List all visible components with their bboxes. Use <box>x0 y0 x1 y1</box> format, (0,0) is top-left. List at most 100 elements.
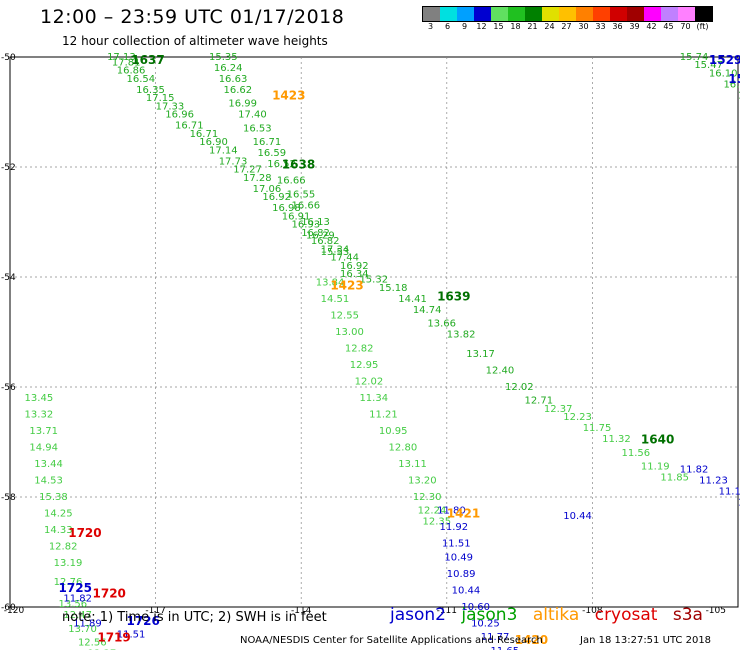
wave-height-value: 16.90 <box>199 137 228 148</box>
wave-height-value: 11.21 <box>369 409 398 420</box>
wave-height-value: 13.20 <box>408 475 437 486</box>
wave-height-value: 10.61 <box>738 497 740 508</box>
track-jason3-1720: 13.45 13.32 13.71 14.94 13.44 14.53 15.38 14.25… <box>25 393 83 569</box>
pass-id-label: 1421 <box>447 507 480 521</box>
pass-id-label: 1725 <box>59 581 92 595</box>
wave-height-value: 13.45 <box>25 393 54 404</box>
wave-height-value: 13.71 <box>29 426 58 437</box>
wave-height-value: 11.65 <box>490 646 519 650</box>
pass-id-labels: 1637142316381423163914211640152915317201… <box>59 53 740 647</box>
colorbar-label: 27 <box>561 22 572 31</box>
colorbar-label: 36 <box>612 22 623 31</box>
wave-height-value: 15.53 <box>321 247 350 258</box>
wave-height-value: 11.77 <box>481 632 510 643</box>
pass-id-label: 1420 <box>515 633 548 647</box>
wave-height-value: 12.55 <box>330 310 359 321</box>
wave-height-value: 11.32 <box>602 434 631 445</box>
wave-height-value: 12.80 <box>389 442 418 453</box>
wave-height-value: 17.06 <box>253 184 282 195</box>
legend-jason2: jason2 <box>390 605 446 625</box>
track-jason3-1638: 13.84 14.51 12.55 13.00 12.82 12.95 12.02 11.34… <box>316 277 451 527</box>
pass-id-label: 1640 <box>641 432 674 446</box>
grid-lines <box>10 57 738 607</box>
wave-height-value: 11.75 <box>583 423 612 434</box>
wave-height-value: 11.80 <box>437 506 466 517</box>
pass-id-label: 1720 <box>68 526 101 540</box>
wave-height-value: 12.24 <box>418 506 447 517</box>
wave-height-value: 15.32 <box>359 275 388 286</box>
wave-height-value: 11.14 <box>719 486 740 497</box>
wave-height-value: 17.27 <box>233 165 262 176</box>
wave-height-value: 11.19 <box>641 462 670 473</box>
colorbar-label: 70 <box>680 22 691 31</box>
units-note: note: 1) Time is in UTC; 2) SWH is in fe… <box>62 610 327 625</box>
wave-height-value: 17.40 <box>238 110 267 121</box>
wave-height-value: 12.82 <box>345 343 374 354</box>
latitude-tick-label: -54 <box>1 273 16 283</box>
wave-height-value: 16.35 <box>136 85 165 96</box>
wave-height-value: 12.35 <box>423 517 452 528</box>
wave-height-value: 17.33 <box>156 101 185 112</box>
satellite-legend: jason2 jason3 altika cryosat s3a <box>390 605 713 625</box>
wave-height-value: 10.25 <box>471 618 500 629</box>
latitude-tick-label: -52 <box>1 163 16 173</box>
colorbar-swatch <box>661 7 678 21</box>
colorbar-swatch <box>695 7 712 21</box>
wave-height-value: 17.44 <box>330 253 359 264</box>
colorbar-label: 21 <box>527 22 538 31</box>
wave-height-value: 17.34 <box>321 244 350 255</box>
track-jason2-1725: 11.82 11.89 <box>63 594 101 630</box>
colorbar-swatch <box>644 7 661 21</box>
wave-height-value: 11.82 <box>63 594 92 605</box>
longitude-tick-label: -120 <box>4 606 25 616</box>
colorbar-swatch <box>593 7 610 21</box>
colorbar-swatch <box>474 7 491 21</box>
pass-id-label: 1720 <box>93 586 126 600</box>
legend-s3a: s3a <box>672 605 703 625</box>
page-title: 12:00 – 23:59 UTC 01/17/2018 <box>40 6 345 28</box>
axis-ticks: -120 -117 -114 -111 -108 -105 -50 -52 -54 -56 -58 -… <box>1 53 726 616</box>
wave-height-value: 10.95 <box>379 426 408 437</box>
wave-height-value: 16.10 <box>709 68 738 79</box>
colorbar-label: 30 <box>578 22 589 31</box>
wave-height-value: 12.47 <box>63 610 92 621</box>
page-subtitle: 12 hour collection of altimeter wave hei… <box>62 34 328 48</box>
latitude-tick-label: -56 <box>1 383 16 393</box>
legend-altika: altika <box>532 605 580 625</box>
colorbar-label: 33 <box>595 22 606 31</box>
wave-height-value: 13.00 <box>335 327 364 338</box>
wave-height-value: 16.59 <box>258 148 287 159</box>
colorbar-swatch <box>508 7 525 21</box>
wave-height-value: 13.56 <box>59 599 88 610</box>
colorbar-label: 6 <box>444 22 451 31</box>
wave-height-value: 16.71 <box>190 129 219 140</box>
wave-height-value: 16.62 <box>224 85 253 96</box>
colorbar-swatch <box>559 7 576 21</box>
colorbar-label: 18 <box>510 22 521 31</box>
map-frame <box>9 56 739 608</box>
wave-height-value: 16.29 <box>306 231 335 242</box>
latitude-tick-label: -58 <box>1 493 16 503</box>
colorbar-label: 45 <box>663 22 674 31</box>
pass-id-label: 1726 <box>126 614 159 628</box>
wave-height-value: 16.92 <box>262 192 291 203</box>
wave-height-value: 17.28 <box>243 173 272 184</box>
wave-height-value: 12.56 <box>78 638 107 649</box>
wave-height-value: 16.82 <box>311 236 340 247</box>
wave-height-value: 14.25 <box>44 508 73 519</box>
wave-height-value: 13.17 <box>466 349 495 360</box>
wave-height-value: 16.93 <box>291 220 320 231</box>
track-jason3-1637: 17.1317.8116.8616.5416.3517.1517.3316.96… <box>107 52 369 272</box>
wave-height-value: 16.52 <box>267 159 296 170</box>
wave-height-value: 16.82 <box>301 228 330 239</box>
colorbar-swatch <box>491 7 508 21</box>
wave-height-value: 16.71 <box>253 137 282 148</box>
wave-height-value: 16.91 <box>282 211 311 222</box>
wave-height-value: 12.82 <box>49 541 78 552</box>
wave-height-value: 15.47 <box>694 60 723 71</box>
wave-height-value: 12.95 <box>350 360 379 371</box>
